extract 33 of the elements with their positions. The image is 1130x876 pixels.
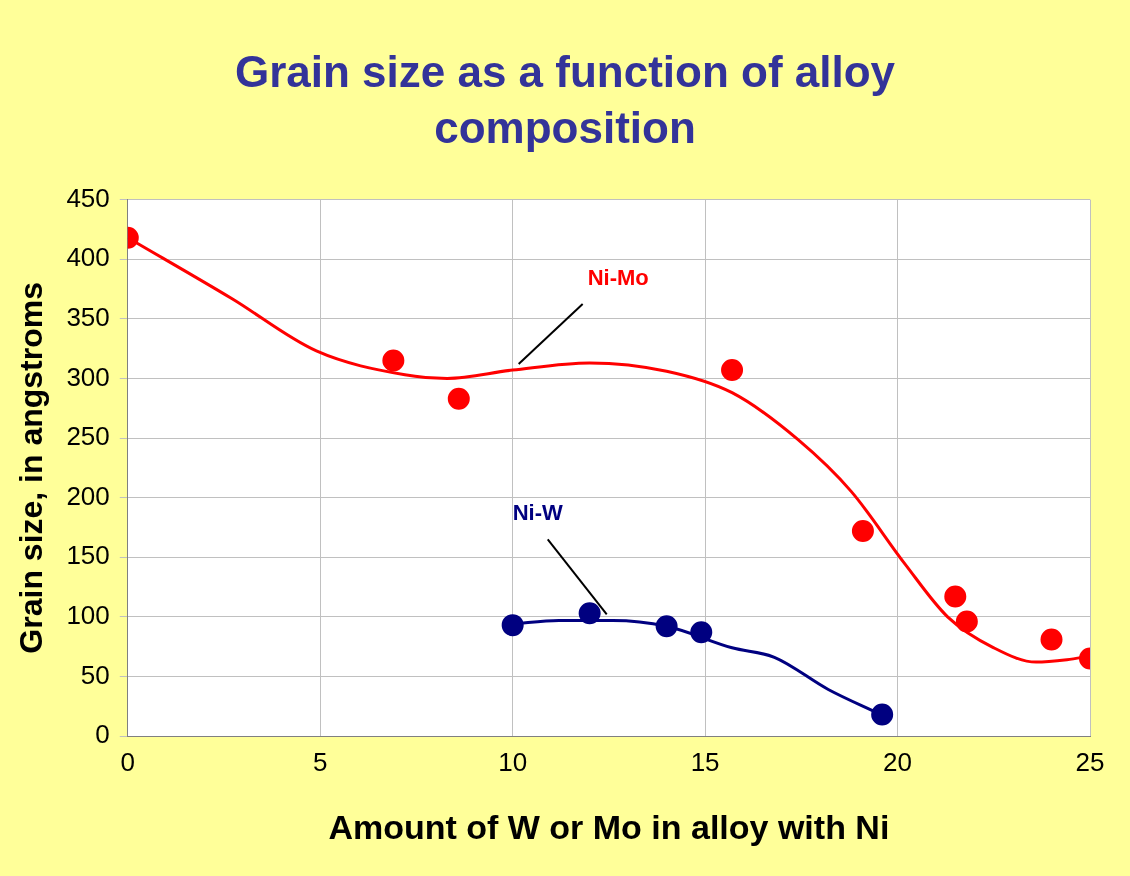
y-tick-label: 350 [66, 301, 110, 332]
point [578, 602, 601, 625]
x-tick-label: 5 [312, 746, 328, 777]
chart-title: Grain size as a function of alloy composition [233, 46, 897, 154]
y-tick-label: 250 [66, 421, 110, 452]
point [851, 519, 874, 542]
x-tick-label: 15 [690, 746, 720, 777]
x-tick-label: 0 [120, 746, 136, 777]
point [944, 585, 967, 608]
x-tick-label: 25 [1075, 746, 1105, 777]
point [690, 621, 713, 644]
x-axis-title: Amount of W or Mo in alloy with Ni [328, 807, 890, 846]
point [955, 610, 978, 633]
point [655, 615, 678, 638]
point [721, 359, 744, 382]
y-tick-label: 300 [66, 361, 110, 392]
point [871, 703, 894, 726]
point [1040, 628, 1063, 651]
text: Ni-W [512, 500, 564, 526]
y-tick-label: 150 [66, 540, 110, 571]
y-tick-label: 450 [66, 182, 110, 213]
point [501, 614, 524, 637]
text: Ni-Mo [587, 265, 649, 291]
y-axis-title: Grain size, in angstroms [13, 281, 50, 654]
point [447, 387, 470, 410]
x-tick-label: 10 [498, 746, 528, 777]
point [382, 349, 405, 372]
y-tick-label: 200 [66, 480, 110, 511]
y-tick-label: 100 [66, 599, 110, 630]
x-tick-label: 20 [883, 746, 913, 777]
y-tick-label: 50 [80, 659, 110, 690]
y-tick-label: 0 [95, 719, 110, 750]
y-tick-label: 400 [66, 242, 110, 273]
